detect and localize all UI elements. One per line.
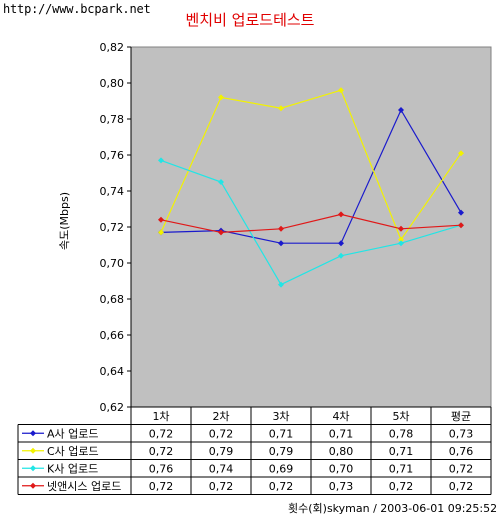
table-cell-value: 0,72 bbox=[149, 445, 174, 458]
y-tick-label: 0,62 bbox=[100, 401, 125, 414]
data-point bbox=[398, 225, 404, 232]
data-point bbox=[398, 240, 404, 247]
data-point bbox=[218, 94, 224, 101]
data-point bbox=[218, 229, 224, 236]
footer-caption: 횟수(회)skyman / 2003-06-01 09:25:52 bbox=[288, 502, 498, 515]
data-point bbox=[338, 252, 344, 259]
legend-marker bbox=[30, 465, 36, 472]
series-line-2 bbox=[160, 89, 462, 241]
table-cell-value: 0,69 bbox=[269, 462, 294, 475]
legend-label: A사 업로드 bbox=[47, 427, 99, 440]
data-point bbox=[278, 225, 284, 232]
table-cell-value: 0,78 bbox=[389, 427, 414, 440]
y-tick-label: 0,72 bbox=[100, 221, 125, 234]
legend-marker bbox=[30, 447, 36, 454]
y-tick-label: 0,64 bbox=[100, 365, 125, 378]
y-tick-label: 0,74 bbox=[100, 185, 125, 198]
table-cell-value: 0,72 bbox=[209, 427, 234, 440]
data-point bbox=[338, 240, 344, 247]
data-point bbox=[398, 236, 404, 243]
table-cell-value: 0,79 bbox=[209, 445, 234, 458]
y-tick-label: 0,68 bbox=[100, 293, 125, 306]
table-cell-value: 0,79 bbox=[269, 445, 294, 458]
watermark-url: http://www.bcpark.net bbox=[3, 2, 151, 16]
data-point bbox=[158, 229, 164, 236]
table-cell-value: 0,72 bbox=[149, 427, 174, 440]
table-cell-value: 0,72 bbox=[389, 480, 414, 493]
table-cell-value: 0,70 bbox=[329, 462, 354, 475]
x-category-label: 4차 bbox=[332, 410, 349, 423]
data-point bbox=[458, 209, 464, 216]
legend-label: C사 업로드 bbox=[47, 445, 99, 458]
data-point bbox=[158, 157, 164, 164]
data-point bbox=[338, 87, 344, 94]
table-cell-value: 0,73 bbox=[449, 427, 474, 440]
table-cell-value: 0,72 bbox=[269, 480, 294, 493]
data-point bbox=[338, 211, 344, 218]
y-tick-label: 0,78 bbox=[100, 113, 125, 126]
y-tick-label: 0,70 bbox=[100, 257, 125, 270]
x-category-label: 2차 bbox=[212, 410, 229, 423]
x-category-label: 3차 bbox=[272, 410, 289, 423]
x-category-label: 평균 bbox=[451, 410, 471, 423]
table-cell-value: 0,71 bbox=[389, 462, 414, 475]
data-point bbox=[278, 281, 284, 288]
table-cell-value: 0,71 bbox=[329, 427, 354, 440]
data-point bbox=[158, 216, 164, 223]
table-cell-value: 0,74 bbox=[209, 462, 234, 475]
legend-marker bbox=[30, 430, 36, 437]
y-tick-label: 0,76 bbox=[100, 149, 125, 162]
series-line-4 bbox=[160, 213, 462, 234]
legend-label: 넷앤시스 업로드 bbox=[47, 480, 121, 493]
data-point bbox=[218, 179, 224, 185]
table-cell-value: 0,72 bbox=[149, 480, 174, 493]
y-tick-label: 0,66 bbox=[100, 329, 125, 342]
table-cell-value: 0,76 bbox=[449, 445, 474, 458]
y-tick-label: 0,80 bbox=[100, 77, 125, 90]
data-point bbox=[278, 105, 284, 112]
data-point bbox=[458, 150, 464, 157]
table-cell-value: 0,71 bbox=[389, 445, 414, 458]
x-category-label: 5차 bbox=[392, 410, 409, 423]
legend-label: K사 업로드 bbox=[47, 462, 98, 475]
table-cell-value: 0,71 bbox=[269, 427, 294, 440]
table-cell-value: 0,73 bbox=[329, 480, 354, 493]
series-line-3 bbox=[160, 159, 462, 286]
table-cell-value: 0,72 bbox=[209, 480, 234, 493]
data-point bbox=[458, 222, 464, 229]
table-cell-value: 0,80 bbox=[329, 445, 354, 458]
table-cell-value: 0,72 bbox=[449, 462, 474, 475]
table-cell-value: 0,76 bbox=[149, 462, 174, 475]
legend-marker bbox=[30, 482, 36, 489]
y-tick-label: 0,82 bbox=[100, 41, 125, 54]
table-cell-value: 0,72 bbox=[449, 480, 474, 493]
data-point bbox=[278, 240, 284, 247]
data-point bbox=[398, 107, 404, 113]
chart-title: 벤치비 업로드테스트 bbox=[185, 11, 315, 29]
x-category-label: 1차 bbox=[152, 410, 169, 423]
